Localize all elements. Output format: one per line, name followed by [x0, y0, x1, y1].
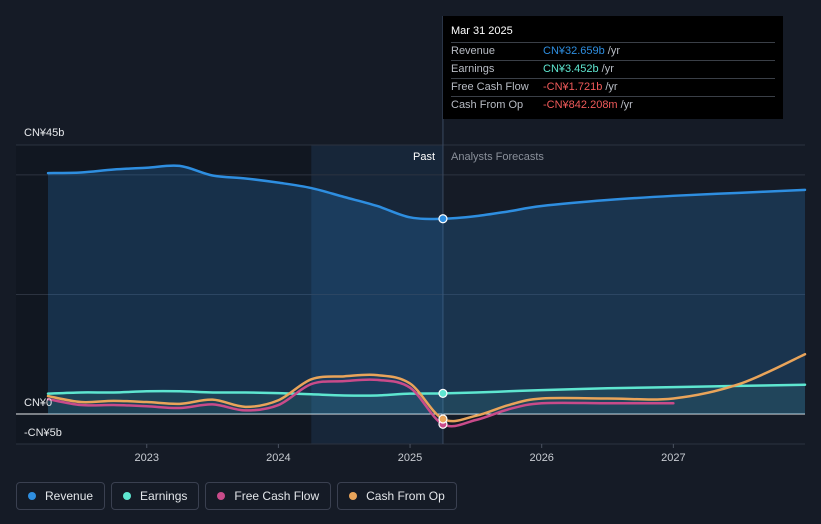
tooltip-row-fcf: Free Cash Flow -CN¥1.721b /yr [451, 78, 775, 96]
revenue-line [46, 164, 807, 221]
past-label: Past [413, 151, 435, 163]
earnings-line [46, 383, 807, 397]
tooltip-row-label: Free Cash Flow [451, 81, 529, 93]
tooltip-row-value: CN¥3.452b [543, 63, 599, 75]
tooltip-row-label: Cash From Op [451, 99, 524, 111]
x-tick-label: 2025 [398, 452, 422, 464]
tooltip-row-label: Earnings [451, 63, 495, 75]
legend-label: Earnings [140, 489, 188, 503]
legend-item-free-cash-flow[interactable]: Free Cash Flow [205, 482, 332, 510]
legend-label: Revenue [45, 489, 94, 503]
revenue-marker [438, 214, 448, 224]
cash-from-op-marker [438, 414, 448, 424]
revenue-area [48, 165, 805, 414]
x-tick-label: 2026 [529, 452, 553, 464]
tooltip-row-value: -CN¥1.721b [543, 81, 603, 93]
free-cash-flow-dot-icon [217, 492, 226, 500]
legend-label: Free Cash Flow [234, 489, 320, 503]
legend-label: Cash From Op [366, 489, 445, 503]
tooltip-row-cfo: Cash From Op -CN¥842.208m /yr [451, 96, 775, 114]
tooltip-row-unit: /yr [601, 63, 614, 75]
free-cash-flow-line [46, 378, 675, 428]
x-tick-label: 2023 [134, 452, 158, 464]
x-tick-label: 2027 [661, 452, 685, 464]
tooltip-row-earnings: Earnings CN¥3.452b /yr [451, 60, 775, 78]
tooltip-row-revenue: Revenue CN¥32.659b /yr [451, 42, 775, 60]
forecast-label: Analysts Forecasts [451, 151, 544, 163]
tooltip-row-unit: /yr [607, 45, 621, 57]
legend-item-revenue[interactable]: Revenue [16, 482, 106, 510]
tooltip-row-value: -CN¥842.208m [543, 99, 618, 111]
tooltip-row-unit: /yr [620, 99, 633, 111]
earnings-dot-icon [123, 492, 132, 500]
tooltip-date: Mar 31 2025 [451, 25, 513, 37]
x-tick-label: 2024 [266, 452, 290, 464]
y-label-zero: CN¥0 [24, 397, 52, 409]
legend: Revenue Earnings Free Cash Flow Cash Fro… [16, 482, 457, 510]
tooltip: Mar 31 2025 Revenue CN¥32.659b /yr Earni… [443, 16, 783, 119]
revenue-dot-icon [28, 492, 36, 500]
earnings-marker [438, 388, 448, 398]
y-label-top: CN¥45b [24, 127, 64, 139]
cash-from-op-line [46, 352, 807, 423]
legend-item-cash-from-op[interactable]: Cash From Op [337, 482, 457, 510]
legend-item-earnings[interactable]: Earnings [111, 482, 200, 510]
y-label-bottom: -CN¥5b [24, 427, 62, 439]
tooltip-row-label: Revenue [451, 45, 496, 57]
cash-from-op-dot-icon [349, 492, 358, 500]
tooltip-row-unit: /yr [605, 81, 618, 93]
tooltip-row-value: CN¥32.659b [543, 45, 605, 57]
